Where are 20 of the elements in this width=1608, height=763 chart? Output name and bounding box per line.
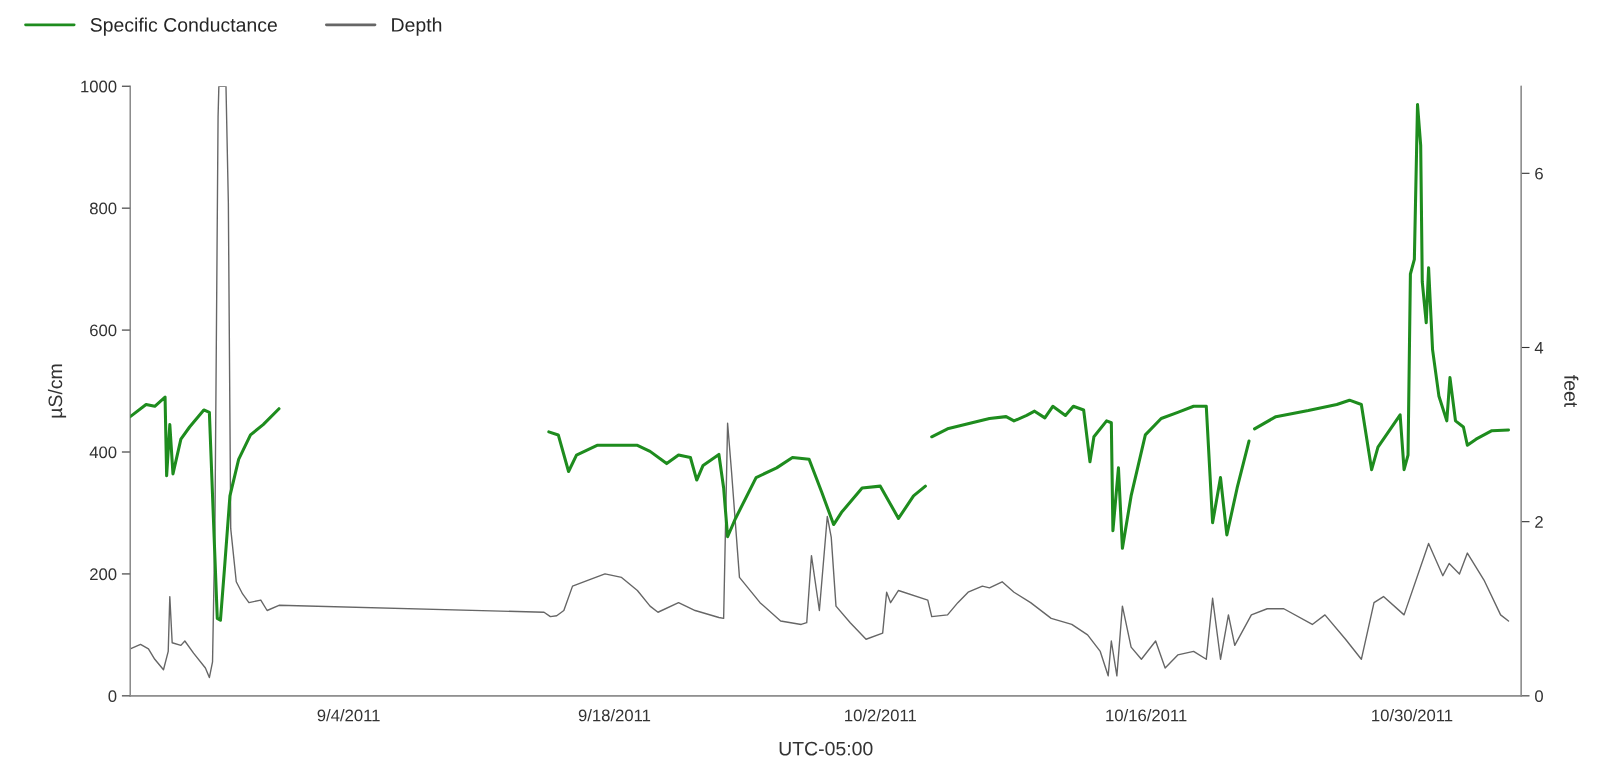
y2-tick-label: 0 [1535,690,1543,703]
legend-label: Depth [392,17,442,36]
y-tick-label: 600 [90,324,117,337]
x-tick-label: 9/4/2011 [317,709,380,722]
y-axis-title: µS/cm [47,364,67,418]
y2-axis-title: feet [1564,375,1579,408]
x-tick-label: 10/30/2011 [1372,709,1453,722]
y-tick-label: 400 [89,446,117,459]
y-tick-label: 1000 [81,80,117,93]
y-tick-label: 800 [89,202,117,215]
legend-label: Specific Conductance [90,17,277,36]
x-tick-label: 9/18/2011 [578,709,651,722]
x-tick-label: 10/2/2011 [845,709,916,722]
y2-tick-label: 6 [1535,167,1543,180]
y-tick-label: 0 [108,690,117,703]
y2-tick-label: 2 [1535,516,1543,528]
y-tick-label: 200 [90,568,117,581]
x-axis-title: UTC-05:00 [779,741,873,756]
x-tick-label: 10/16/2011 [1106,709,1187,722]
y2-tick-label: 4 [1534,342,1544,354]
